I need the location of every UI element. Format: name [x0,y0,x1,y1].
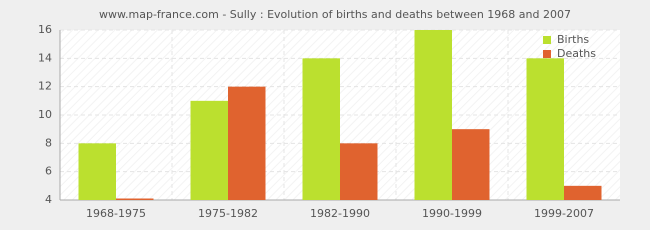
y-tick-label: 4 [45,193,52,206]
bar [190,100,228,200]
x-tick-label: 1968-1975 [86,207,146,220]
x-tick-label: 1999-2007 [534,207,594,220]
y-tick-label: 10 [38,108,52,121]
y-tick-label: 16 [38,23,52,36]
legend-label: Deaths [557,47,596,60]
bar [228,86,266,200]
bar [452,129,490,200]
y-tick-label: 6 [45,165,52,178]
bar [302,58,340,201]
legend-swatch [543,50,551,58]
bar [414,30,452,200]
bar [526,58,564,201]
chart: www.map-france.com - Sully : Evolution o… [0,0,650,230]
legend-label: Births [557,33,589,46]
x-tick-label: 1990-1999 [422,207,482,220]
bar [340,143,378,200]
x-tick-label: 1982-1990 [310,207,370,220]
y-tick-label: 8 [45,136,52,149]
y-tick-label: 14 [38,51,52,64]
x-tick-label: 1975-1982 [198,207,258,220]
chart-title: www.map-france.com - Sully : Evolution o… [99,8,571,21]
bar [116,198,154,200]
y-tick-label: 12 [38,80,52,93]
bar [78,143,116,200]
legend-swatch [543,36,551,44]
bar [564,185,602,200]
